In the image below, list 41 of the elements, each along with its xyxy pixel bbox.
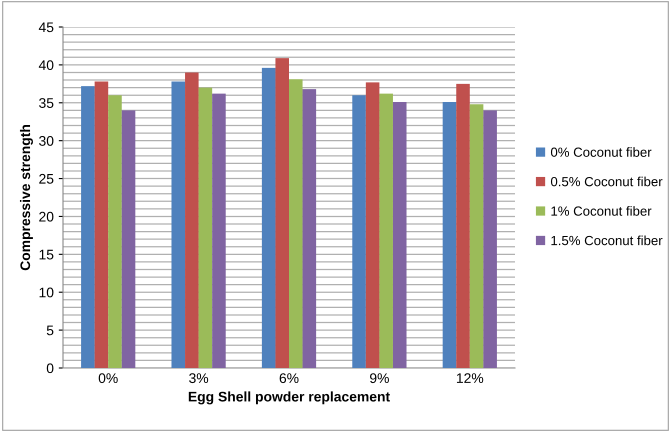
bar	[352, 95, 366, 368]
y-tick-label: 20	[39, 212, 54, 222]
bar	[108, 95, 122, 368]
x-tick-label: 9%	[370, 373, 389, 384]
x-tick-label: 3%	[189, 373, 208, 384]
bar	[262, 68, 276, 368]
x-tick-label: 6%	[280, 373, 299, 384]
y-tick-label: 10	[40, 288, 54, 298]
legend-label: 1.5% Coconut fiber	[551, 236, 662, 246]
y-axis-title: Compressive strength	[20, 125, 33, 270]
legend-label: 1% Coconut fiber	[551, 206, 652, 216]
y-tick-label: 35	[39, 98, 54, 108]
y-tick-label: 0	[46, 363, 54, 374]
bar	[198, 88, 212, 368]
bar	[379, 94, 393, 368]
y-tick-label: 40	[38, 60, 54, 70]
y-tick-label: 5	[46, 326, 54, 336]
bar	[81, 86, 95, 368]
legend-label: 0.5% Coconut fiber	[550, 176, 662, 186]
y-tick-label: 25	[39, 174, 54, 184]
bar	[275, 58, 289, 368]
bar	[94, 82, 108, 368]
bar	[171, 82, 186, 368]
bar	[185, 72, 199, 368]
bar	[302, 89, 316, 368]
bar	[442, 102, 456, 368]
x-tick-label: 12%	[456, 373, 484, 384]
bar	[212, 94, 226, 368]
bar	[483, 110, 497, 368]
y-tick-label: 45	[38, 22, 54, 32]
x-tick-label: 0%	[98, 373, 118, 384]
bar	[392, 102, 407, 368]
bar	[366, 82, 380, 368]
bar	[289, 79, 303, 368]
legend-label: 0% Coconut fiber	[550, 147, 652, 157]
y-tick-label: 15	[40, 250, 54, 260]
y-tick-label: 30	[39, 136, 54, 146]
bar	[470, 104, 484, 368]
bar	[456, 84, 470, 368]
x-axis-title: Egg Shell powder replacement	[188, 391, 390, 404]
bar	[122, 110, 136, 368]
